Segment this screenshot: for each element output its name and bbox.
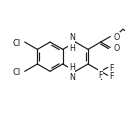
Text: H
N: H N bbox=[69, 62, 75, 81]
Text: Cl: Cl bbox=[13, 38, 21, 47]
Text: N
H: N H bbox=[69, 33, 75, 52]
Text: F: F bbox=[109, 63, 114, 72]
Text: F: F bbox=[99, 70, 103, 79]
Text: O: O bbox=[113, 44, 120, 53]
Text: Cl: Cl bbox=[13, 67, 21, 76]
Text: F: F bbox=[109, 71, 114, 80]
Text: O: O bbox=[113, 33, 120, 42]
